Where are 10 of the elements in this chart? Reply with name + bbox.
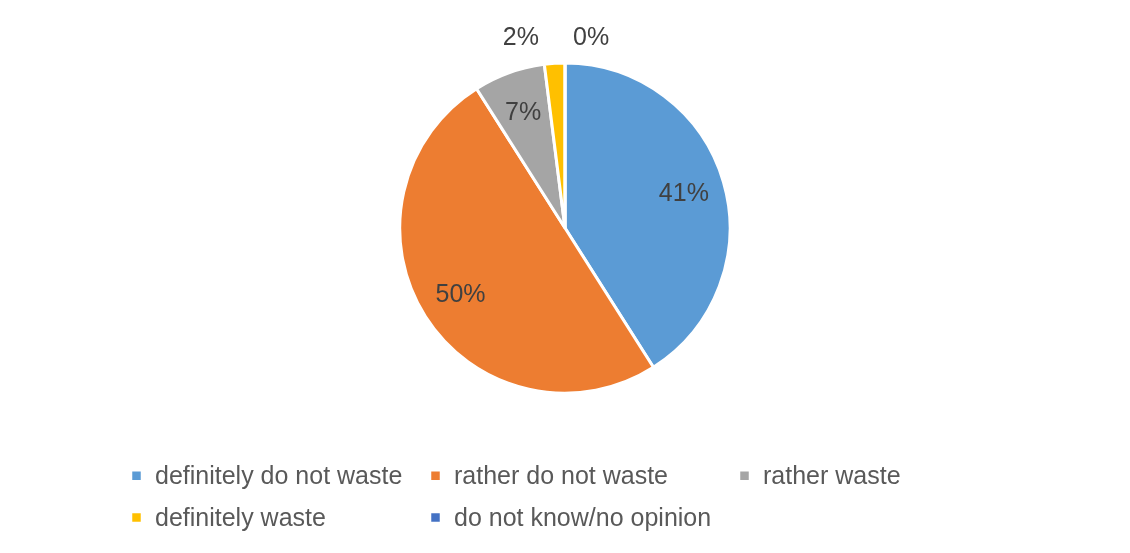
data-label: 50%: [435, 279, 486, 308]
data-label: 41%: [658, 178, 709, 207]
legend-label: rather waste: [763, 460, 901, 489]
legend-label: definitely do not waste: [155, 460, 403, 489]
legend-label: definitely waste: [155, 502, 326, 531]
data-label: 7%: [505, 96, 542, 125]
data-label: 2%: [502, 22, 540, 51]
legend-label: rather do not waste: [454, 460, 669, 489]
legend-label: do not know/no opinion: [454, 502, 712, 531]
text: 0%: [573, 22, 610, 50]
